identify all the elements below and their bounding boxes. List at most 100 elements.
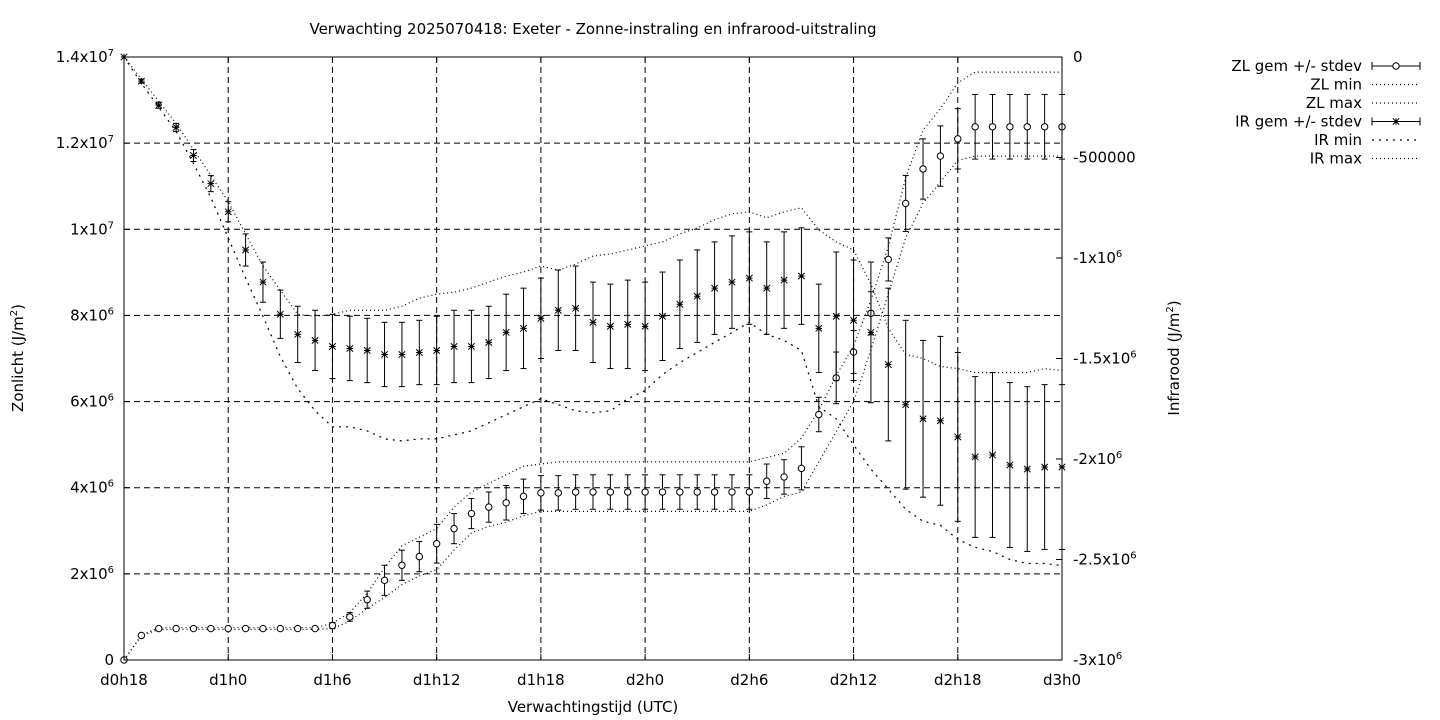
y2-axis-title: Infrarood (J/m2) xyxy=(1165,300,1183,415)
y-tick-label-exp: 7 xyxy=(108,220,114,231)
ir-errorbar-point xyxy=(902,319,910,490)
zl-errorbar-point xyxy=(954,108,962,170)
y2-tick-label-exp: 6 xyxy=(1130,551,1136,562)
point-star xyxy=(363,346,371,355)
point-circle xyxy=(988,123,997,131)
zl-errorbar-point xyxy=(432,523,441,564)
zl-errorbar-point xyxy=(936,125,945,187)
zl-errorbar-point xyxy=(1040,93,1049,160)
y-axis-title-sup: 2 xyxy=(9,310,20,316)
legend-label: IR gem +/- stdev xyxy=(1235,113,1362,131)
point-circle xyxy=(328,621,337,630)
zl-errorbar-point xyxy=(398,549,406,581)
ir-errorbar-point xyxy=(467,309,475,384)
ir-errorbar-point xyxy=(172,122,180,132)
point-circle xyxy=(1023,123,1031,131)
y-axis-title-base: Zonlicht (J/m xyxy=(9,316,27,412)
point-circle xyxy=(155,624,163,633)
zl-errorbar-point xyxy=(415,541,423,573)
point-circle xyxy=(485,503,493,511)
y-tick-label: 6x106 xyxy=(70,393,114,411)
line-zl-max xyxy=(123,71,1062,661)
point-circle xyxy=(207,624,215,633)
y2-tick-label-base: -1x10 xyxy=(1073,249,1116,267)
y2-axis-title-base: Infrarood (J/m xyxy=(1165,313,1183,416)
y-tick-label: 8x106 xyxy=(70,306,114,324)
y2-tick-label-exp: 6 xyxy=(1130,350,1136,361)
point-circle xyxy=(311,624,319,633)
point-star xyxy=(572,304,580,312)
zl-errorbar-point xyxy=(380,564,389,596)
zl-errorbar-point xyxy=(241,624,250,633)
ir-errorbar-point xyxy=(589,281,597,364)
point-circle xyxy=(137,631,146,640)
point-circle xyxy=(346,613,354,621)
point-star xyxy=(415,348,423,357)
zl-errorbar-point xyxy=(189,624,198,633)
point-star xyxy=(797,272,805,280)
point-circle xyxy=(1006,123,1014,131)
point-circle xyxy=(676,488,684,496)
y2-tick-label-base: -2x10 xyxy=(1073,450,1116,468)
point-star xyxy=(137,77,145,85)
zl-errorbar-point xyxy=(328,621,337,630)
ir-errorbar-point xyxy=(936,335,944,506)
y-tick-label: 1x107 xyxy=(70,220,114,238)
point-circle xyxy=(502,499,510,507)
point-star xyxy=(450,342,458,350)
zl-errorbar-point xyxy=(728,474,736,510)
ir-errorbar-point xyxy=(867,261,875,404)
point-star xyxy=(780,276,788,284)
point-circle xyxy=(936,152,945,160)
point-star xyxy=(1023,465,1031,473)
zl-errorbar-point xyxy=(797,446,806,491)
point-star xyxy=(902,401,910,409)
legend-label: IR max xyxy=(1310,150,1362,168)
point-star xyxy=(832,312,840,320)
y-tick-label-exp: 6 xyxy=(108,306,114,317)
y2-tick-label: -1.5x106 xyxy=(1073,350,1137,368)
point-circle xyxy=(589,488,597,496)
point-star xyxy=(728,278,736,286)
zl-errorbar-point xyxy=(763,463,771,499)
y-tick-label-base: 2x10 xyxy=(70,565,108,583)
point-star xyxy=(971,453,979,461)
zl-errorbar-point xyxy=(641,474,649,510)
ir-errorbar-point xyxy=(693,249,701,343)
line-ir-min xyxy=(123,56,1063,567)
y2-tick-label-base: -500000 xyxy=(1073,149,1136,167)
point-circle xyxy=(954,135,962,143)
zl-errorbar-point xyxy=(485,491,493,523)
point-circle xyxy=(259,624,267,633)
x-tick-label: d2h0 xyxy=(626,671,664,689)
point-circle xyxy=(884,255,892,264)
y-tick-label-base: 6x10 xyxy=(70,393,108,411)
zl-errorbar-point xyxy=(155,624,163,633)
point-star xyxy=(433,346,441,355)
point-star xyxy=(589,318,597,326)
ir-errorbar-point xyxy=(745,231,753,325)
ir-errorbar-point xyxy=(1023,386,1031,552)
zl-errorbar-point xyxy=(901,174,910,232)
zl-errorbar-point xyxy=(224,624,232,633)
y-axis-title-end: ) xyxy=(9,304,27,310)
point-circle xyxy=(901,199,910,208)
y-tick-label-base: 1x10 xyxy=(70,220,108,238)
point-star xyxy=(711,284,719,292)
x-tick-label: d1h12 xyxy=(413,671,461,689)
point-circle xyxy=(971,123,979,131)
zl-errorbar-point xyxy=(624,474,632,510)
point-star xyxy=(676,300,684,308)
point-circle xyxy=(710,488,719,496)
point-star xyxy=(745,274,753,282)
y2-tick-label: -2x106 xyxy=(1073,450,1122,468)
x-tick-label: d0h18 xyxy=(100,671,148,689)
point-star xyxy=(519,324,528,332)
point-circle xyxy=(693,488,701,496)
ir-errorbar-point xyxy=(884,287,892,442)
point-star xyxy=(259,278,267,286)
point-circle xyxy=(294,624,302,633)
legend-marker-star xyxy=(1392,117,1400,126)
y2-tick-label-base: -3x10 xyxy=(1073,651,1116,669)
